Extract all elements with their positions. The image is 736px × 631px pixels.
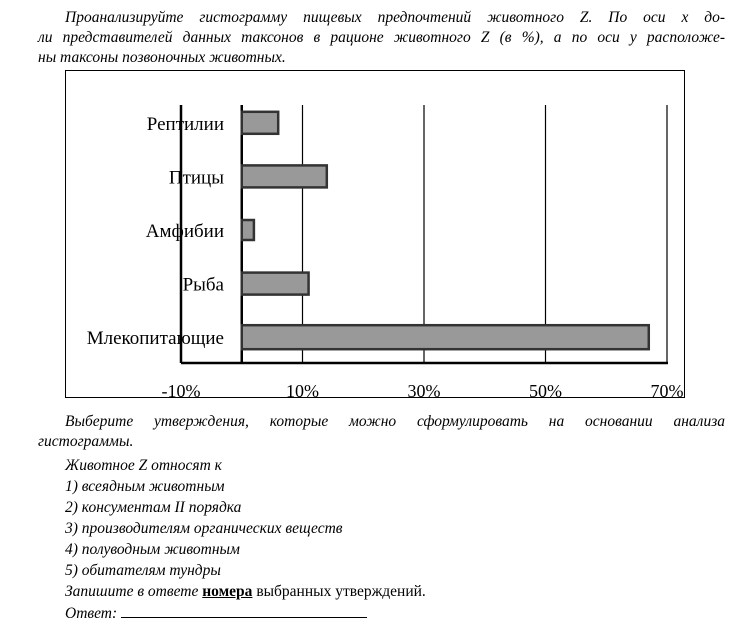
- category-label: Млекопитающие: [87, 328, 224, 349]
- bar: [240, 110, 280, 136]
- intro-line-1: Проанализируйте гистограмму пищевых пред…: [65, 9, 725, 26]
- x-tick-label: -10%: [162, 381, 201, 401]
- x-tick-label: 10%: [286, 381, 319, 401]
- chart-frame: [65, 70, 685, 398]
- category-label: Амфибии: [146, 221, 224, 242]
- x-tick-label: 50%: [529, 381, 562, 401]
- bar: [240, 164, 329, 189]
- category-label: Рептилии: [147, 114, 224, 135]
- instruction-after: выбранных утверждений.: [252, 583, 426, 600]
- category-label: Птицы: [169, 167, 224, 188]
- answer-field[interactable]: [121, 603, 368, 618]
- intro-line-3: ны таксоны позвоночных животных.: [38, 49, 286, 66]
- instruction: Запишите в ответе номера выбранных утвер…: [65, 582, 426, 602]
- bar: [240, 323, 651, 351]
- bar: [240, 218, 256, 242]
- option-2: 2) консументам II порядка: [65, 499, 242, 516]
- instruction-before: Запишите в ответе: [65, 583, 203, 600]
- option-5: 5) обитателям тундры: [65, 562, 221, 579]
- answer-label: Ответ:: [65, 605, 118, 622]
- option-1: 1) всеядным животным: [65, 478, 225, 495]
- after-line-2: гистограммы.: [38, 433, 134, 450]
- after-line-1: Выберите утверждения, которые можно сфор…: [65, 413, 725, 430]
- bar: [240, 271, 310, 296]
- intro-line-2: ли представителей данных таксонов в раци…: [38, 29, 725, 46]
- x-tick-label: 70%: [651, 381, 684, 401]
- instruction-bold: номера: [202, 583, 253, 600]
- option-4: 4) полуводным животным: [65, 541, 240, 558]
- category-label: Рыба: [183, 275, 225, 296]
- option-3: 3) производителям органических веществ: [65, 520, 343, 537]
- answer-row: Ответ:: [65, 603, 368, 624]
- x-tick-label: 30%: [408, 381, 441, 401]
- question-lead: Животное Z относят к: [65, 457, 222, 474]
